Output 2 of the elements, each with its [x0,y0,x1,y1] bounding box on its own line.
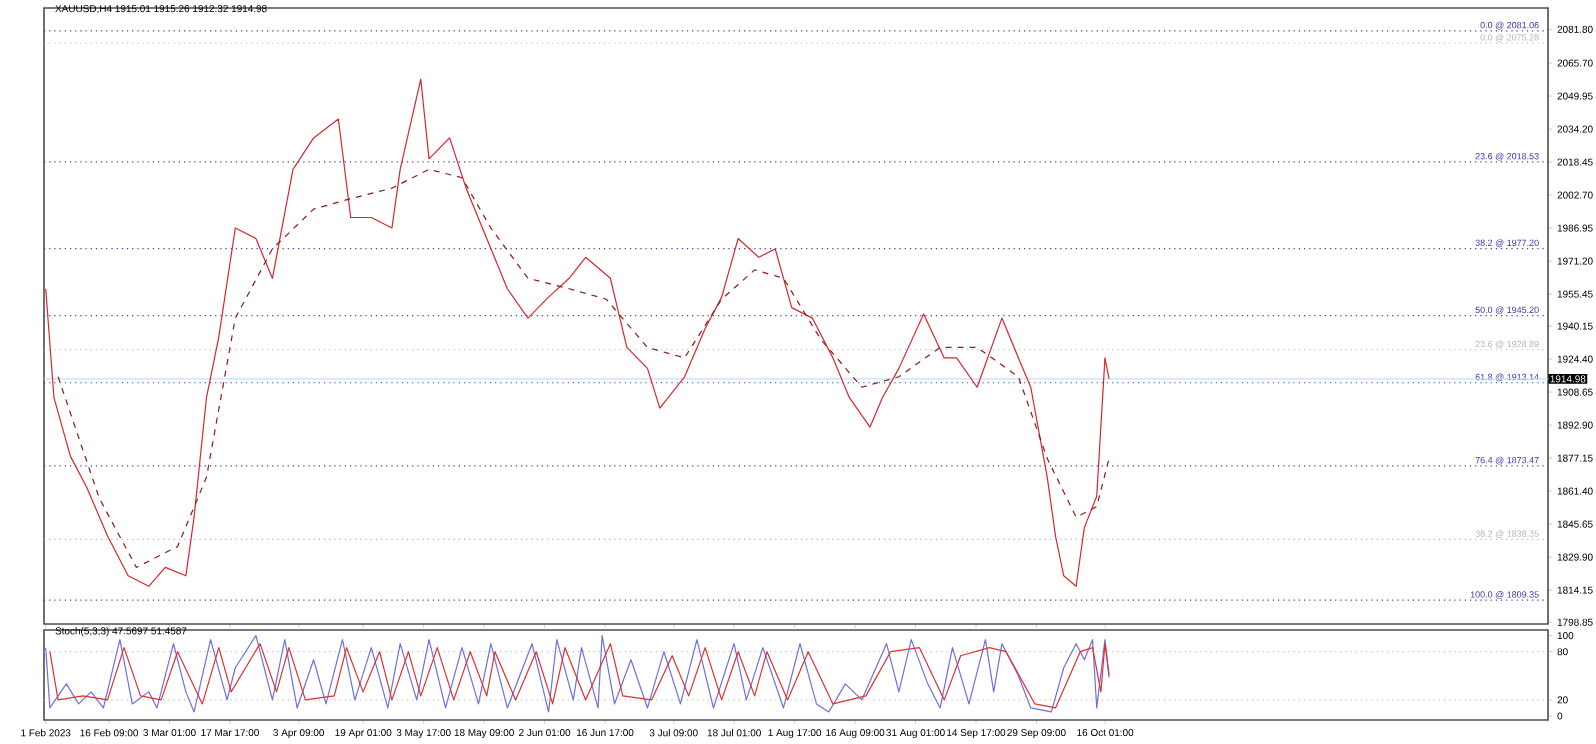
line-series [57,168,1110,569]
line-series [45,78,1110,587]
